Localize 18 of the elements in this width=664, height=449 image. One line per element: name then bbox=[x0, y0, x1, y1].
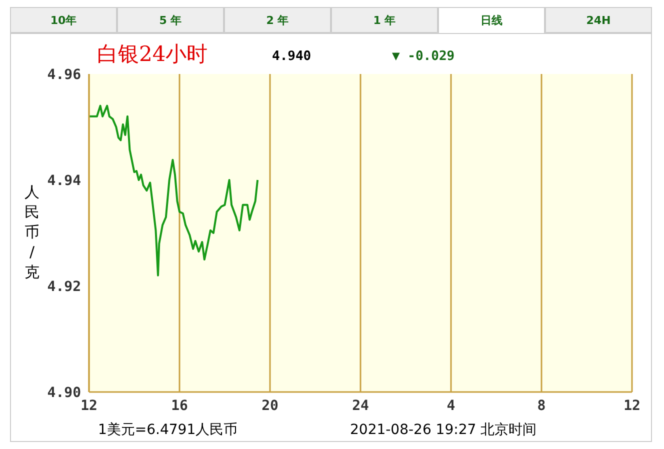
text: 1美元=6.4791人民币 bbox=[98, 421, 238, 439]
x-tick-label: 4 bbox=[446, 398, 456, 414]
x-tick-label: 12 bbox=[80, 398, 98, 414]
y-axis-title: 人民币/克 bbox=[24, 182, 40, 282]
x-tick-label: 16 bbox=[171, 398, 188, 414]
text: ▼ -0.029 bbox=[392, 49, 455, 64]
text: 2021-08-26 19:27 北京时间 bbox=[350, 421, 537, 439]
y-tick-label: 4.96 bbox=[47, 66, 81, 83]
text: 4.940 bbox=[272, 49, 312, 64]
x-tick-label: 8 bbox=[537, 398, 546, 414]
x-tick-label: 20 bbox=[262, 398, 278, 414]
x-tick-label: 12 bbox=[624, 398, 640, 414]
y-tick-label: 4.94 bbox=[47, 172, 81, 189]
y-tick-label: 4.90 bbox=[47, 384, 81, 401]
y-tick-label: 4.92 bbox=[47, 278, 81, 295]
x-tick-label: 24 bbox=[352, 398, 369, 414]
tab-bar: 10年 5 年 2 年 1 年 日线 24H bbox=[10, 7, 652, 33]
chart-title: 白银24小时 bbox=[97, 41, 208, 68]
